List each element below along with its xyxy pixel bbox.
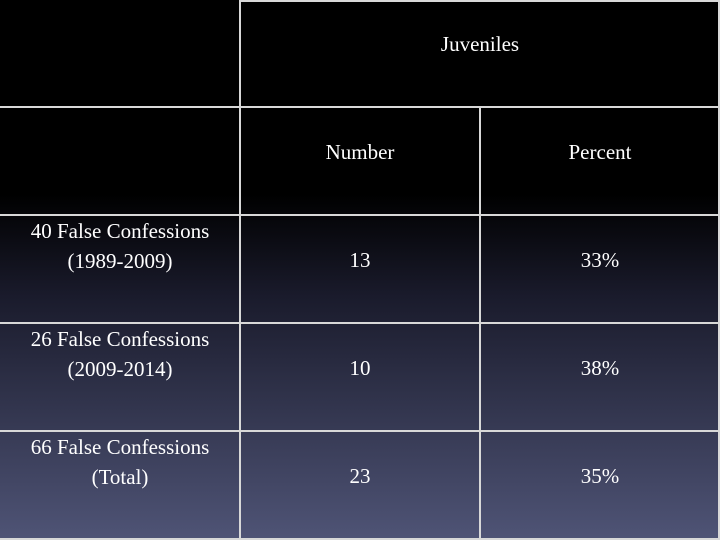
rule [718,0,720,540]
number-cell: 23 [349,464,371,488]
rule [0,106,720,108]
row-label: 66 False Confessions (Total) [30,435,210,489]
rule [479,108,481,540]
percent-cell: 33% [580,248,620,272]
rule [0,322,720,324]
rule [0,430,720,432]
percent-cell: 35% [580,464,620,488]
number-cell: 13 [349,248,371,272]
group-header: Juveniles [440,32,520,56]
percent-cell: 38% [580,356,620,380]
row-label: 40 False Confessions (1989-2009) [30,219,210,273]
column-header: Number [325,140,395,164]
rule [0,214,720,216]
number-cell: 10 [349,356,371,380]
rule [0,538,720,540]
column-header: Percent [568,140,632,164]
rule [240,0,720,2]
row-label: 26 False Confessions (2009-2014) [30,327,210,381]
rule [239,0,241,540]
